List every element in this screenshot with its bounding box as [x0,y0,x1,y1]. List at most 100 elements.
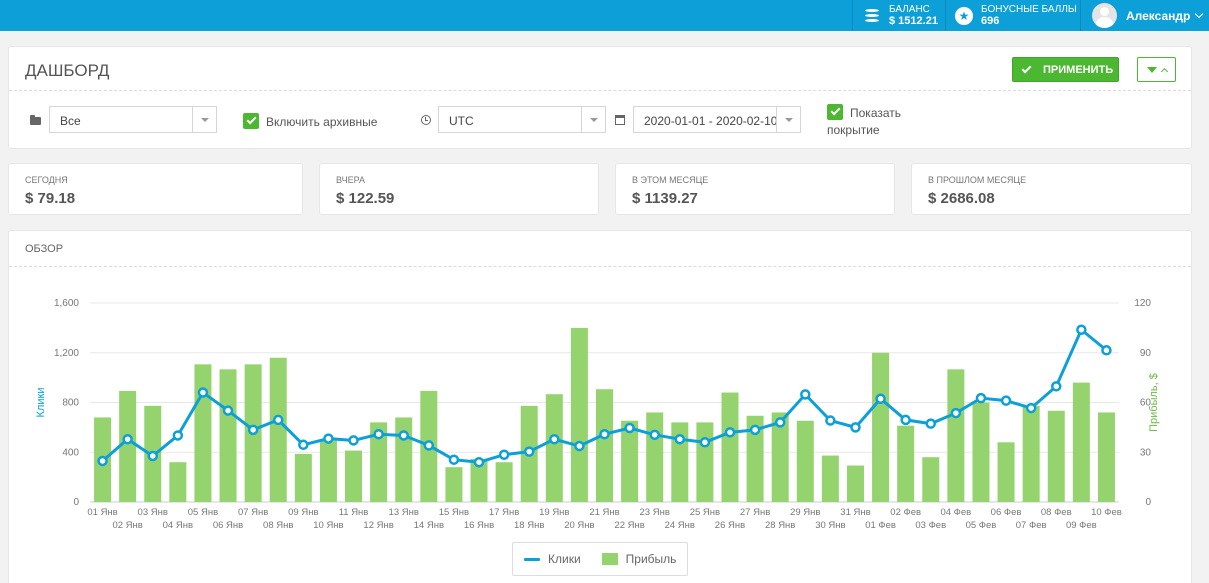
bar [596,389,613,502]
y-tick-label-right: 30 [1140,447,1152,458]
timezone-select-value: UTC [449,114,474,128]
overview-chart: 0 0 400 30 800 60 1,200 90 1,600 120 Клики Прибыль,… [35,298,1160,531]
bonus-label: БОНУСНЫЕ БАЛЛЫ [981,4,1077,15]
chevron-down-icon [1195,9,1204,19]
bar [846,465,864,502]
show-coverage-checkbox[interactable] [827,104,843,120]
y-tick-label-right: 0 [1145,497,1151,508]
stat-card-this-month: В ЭТОМ МЕСЯЦЕ $ 1139.27 [615,163,895,215]
bar [370,422,388,502]
stat-label: ВЧЕРА [336,175,366,185]
y-axis-label-left: Клики [35,388,47,418]
bar [696,422,714,502]
stat-card-today: СЕГОДНЯ $ 79.18 [8,163,303,215]
x-tick-label: 29 Янв [790,507,820,518]
legend-swatch-bar [601,553,618,565]
x-tick-label: 06 Фев [991,507,1022,518]
line-point [549,433,560,445]
apply-button-label: ПРИМЕНИТЬ [1043,63,1114,76]
line-point [800,389,811,400]
line-point [298,439,309,451]
x-tick-label: 31 Янв [840,507,870,518]
balance-label: БАЛАНС [889,4,930,15]
apply-button[interactable]: ПРИМЕНИТЬ [1012,57,1119,82]
x-tick-label: 07 Фев [1016,520,1047,531]
legend-item-profit[interactable]: Прибыль [625,552,677,566]
x-tick-label: 22 Янв [614,520,644,531]
y-tick-label-left: 1,600 [54,298,79,309]
line-point [774,417,786,428]
bar [219,369,237,502]
overview-panel: ОБЗОР 0 0 400 30 800 60 1,200 90 1,600 120 Клики Пр… [8,230,1192,583]
bar [872,352,890,502]
calendar-icon [615,115,625,125]
line-point [875,393,886,405]
bar [721,392,739,502]
avatar [1092,3,1117,28]
line-point [749,424,761,436]
bar [345,450,363,502]
include-archived-checkbox[interactable] [243,113,259,129]
line-point [599,428,610,440]
x-tick-label: 16 Янв [464,520,494,531]
bar [997,442,1015,502]
star-badge-icon: ★ [955,6,973,25]
topbar-separator [852,0,853,31]
date-range-picker[interactable]: 2020-01-01 - 2020-02-10 [633,106,801,133]
bonus-widget[interactable]: ★ БОНУСНЫЕ БАЛЛЫ 696 [955,0,1077,31]
line-point [699,437,711,448]
line-point [825,415,836,426]
line-point [498,449,510,460]
x-tick-label: 04 Фев [940,507,971,518]
x-tick-label: 12 Янв [363,520,393,531]
x-tick-label: 09 Янв [288,507,318,518]
timezone-select[interactable]: UTC [438,106,606,133]
overview-title: ОБЗОР [25,243,64,255]
y-axis-label-right: Прибыль, $ [1148,373,1160,432]
x-tick-label: 07 Янв [238,507,268,518]
y-tick-label-left: 0 [73,497,79,508]
bar [395,417,413,502]
include-archived-label: Включить архивные [266,115,378,129]
x-tick-label: 15 Янв [439,507,469,518]
group-select[interactable]: Все [49,106,217,133]
x-tick-label: 06 Янв [213,520,243,531]
line-point [272,414,284,426]
filter-toggle-button[interactable] [1137,57,1176,82]
clock-icon [421,115,431,125]
date-range-value: 2020-01-01 - 2020-02-10 [644,114,778,128]
line-point [1025,402,1037,414]
x-tick-label: 30 Янв [815,520,845,531]
bar [169,462,187,502]
y-tick-label-right: 90 [1140,348,1152,359]
x-tick-label: 19 Янв [539,507,569,518]
bar [1072,382,1090,502]
x-tick-label: 20 Янв [564,520,594,531]
line-point [323,433,334,444]
bar [1047,410,1065,502]
show-coverage-label: Показать [850,106,902,120]
line-point [1000,395,1012,406]
user-menu[interactable]: Александр [1092,0,1204,31]
legend-item-clicks[interactable]: Клики [548,552,581,566]
bar [294,453,312,502]
y-tick-label-left: 1,200 [54,348,79,359]
check-icon [1021,63,1032,73]
bar [545,394,563,502]
line-point [900,414,911,426]
legend-swatch-line [524,557,540,561]
line-point [197,387,209,398]
stat-card-last-month: В ПРОШЛОМ МЕСЯЦЕ $ 2686.08 [911,163,1192,215]
line-point [97,455,108,467]
y-tick-label-right: 120 [1134,298,1151,309]
bar [495,462,513,502]
x-tick-label: 23 Янв [640,507,670,518]
bar [570,327,588,502]
bar [671,422,689,502]
x-tick-label: 13 Янв [389,507,419,518]
x-tick-label: 21 Янв [589,507,619,518]
balance-widget[interactable]: БАЛАНС $ 1512.21 [862,0,938,31]
stat-card-yesterday: ВЧЕРА $ 122.59 [319,163,599,215]
x-tick-label: 09 Фев [1066,520,1097,531]
line-point [448,454,460,465]
